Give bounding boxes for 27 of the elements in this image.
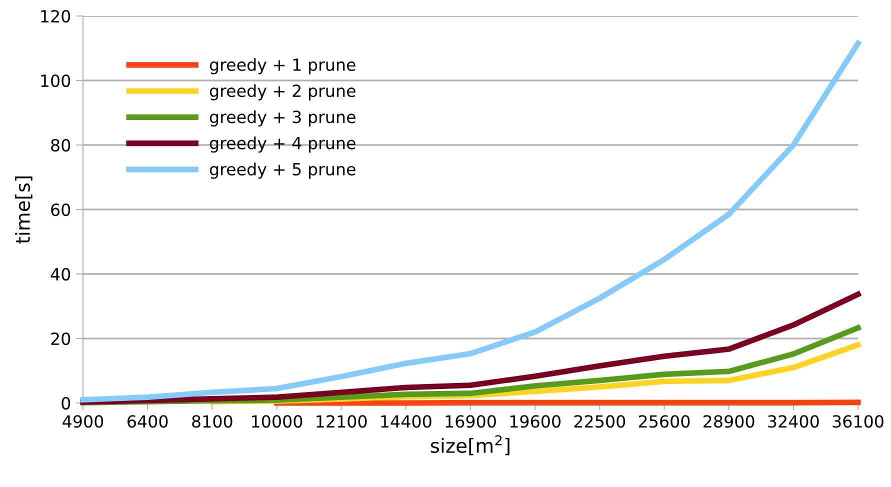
x-tick-label: 10000 [252, 415, 302, 428]
x-tick-label: 4900 [62, 415, 104, 428]
y-tick-label: 120 [41, 10, 70, 23]
x-tick-label: 22500 [574, 415, 626, 428]
x-tick-label: 36100 [832, 415, 884, 428]
legend-label: greedy + 3 prune [210, 110, 356, 126]
x-tick-label: 32400 [768, 415, 819, 428]
legend-label: greedy + 1 prune [210, 58, 356, 74]
x-tick-label: 28900 [704, 415, 754, 428]
legend-label: greedy + 4 prune [210, 136, 356, 153]
x-tick-label: 25600 [638, 415, 690, 428]
y-tick-label: 60 [51, 203, 70, 216]
legend-label: greedy + 2 prune [210, 84, 356, 100]
x-tick-label: 14400 [381, 415, 432, 428]
y-tick-label: 80 [51, 138, 70, 152]
x-tick-label: 16900 [446, 415, 496, 428]
legend-label: greedy + 5 prune [210, 162, 356, 179]
y-tick-label: 100 [41, 74, 70, 88]
x-tick-label: 19600 [510, 415, 560, 428]
y-axis-title: time[s] [15, 176, 32, 244]
x-tick-label: 12100 [316, 415, 367, 428]
x-tick-label: 6400 [128, 415, 168, 428]
y-tick-label: 20 [51, 332, 70, 346]
y-tick-label: 0 [62, 396, 70, 410]
x-axis-title: size[m$^{2}$] [430, 435, 510, 456]
y-tick-label: 40 [50, 268, 70, 281]
x-tick-label: 8100 [192, 415, 232, 428]
